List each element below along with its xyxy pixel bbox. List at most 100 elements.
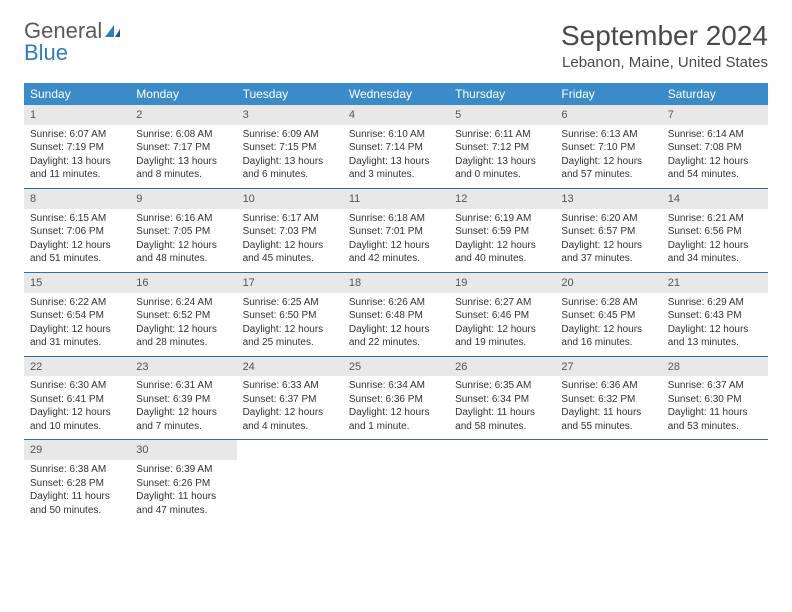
calendar-cell: 20Sunrise: 6:28 AMSunset: 6:45 PMDayligh…	[555, 273, 661, 356]
calendar-cell: 23Sunrise: 6:31 AMSunset: 6:39 PMDayligh…	[130, 357, 236, 440]
daylight-text: Daylight: 11 hours and 58 minutes.	[455, 406, 549, 433]
sunset-text: Sunset: 6:59 PM	[455, 225, 549, 239]
day-number: 27	[555, 357, 661, 377]
day-number: 24	[237, 357, 343, 377]
cell-body: Sunrise: 6:34 AMSunset: 6:36 PMDaylight:…	[343, 376, 449, 439]
daylight-text: Daylight: 12 hours and 22 minutes.	[349, 323, 443, 350]
calendar-cell	[555, 440, 661, 523]
calendar-cell: 10Sunrise: 6:17 AMSunset: 7:03 PMDayligh…	[237, 189, 343, 272]
sunrise-text: Sunrise: 6:39 AM	[136, 463, 230, 477]
weeks-container: 1Sunrise: 6:07 AMSunset: 7:19 PMDaylight…	[24, 105, 768, 523]
daylight-text: Daylight: 11 hours and 53 minutes.	[668, 406, 762, 433]
calendar-cell	[449, 440, 555, 523]
daylight-text: Daylight: 11 hours and 50 minutes.	[30, 490, 124, 517]
day-number: 13	[555, 189, 661, 209]
sunset-text: Sunset: 7:08 PM	[668, 141, 762, 155]
sunset-text: Sunset: 7:05 PM	[136, 225, 230, 239]
calendar-cell: 3 Sunrise: 6:09 AMSunset: 7:15 PMDaylight…	[237, 105, 343, 188]
sunrise-text: Sunrise: 6:07 AM	[30, 128, 124, 142]
sunrise-text: Sunrise: 6:31 AM	[136, 379, 230, 393]
cell-body: Sunrise: 6:37 AMSunset: 6:30 PMDaylight:…	[662, 376, 768, 439]
calendar-cell: 14Sunrise: 6:21 AMSunset: 6:56 PMDayligh…	[662, 189, 768, 272]
day-number: 14	[662, 189, 768, 209]
sunrise-text: Sunrise: 6:09 AM	[243, 128, 337, 142]
day-number: 5	[449, 105, 555, 125]
sunset-text: Sunset: 7:01 PM	[349, 225, 443, 239]
sunrise-text: Sunrise: 6:17 AM	[243, 212, 337, 226]
calendar-cell: 6Sunrise: 6:13 AMSunset: 7:10 PMDaylight…	[555, 105, 661, 188]
sunset-text: Sunset: 7:06 PM	[30, 225, 124, 239]
day-number: 6	[555, 105, 661, 125]
day-number: 28	[662, 357, 768, 377]
cell-body: Sunrise: 6:27 AMSunset: 6:46 PMDaylight:…	[449, 293, 555, 356]
cell-body: Sunrise: 6:24 AMSunset: 6:52 PMDaylight:…	[130, 293, 236, 356]
daylight-text: Daylight: 12 hours and 42 minutes.	[349, 239, 443, 266]
calendar-cell: 13Sunrise: 6:20 AMSunset: 6:57 PMDayligh…	[555, 189, 661, 272]
sunset-text: Sunset: 7:10 PM	[561, 141, 655, 155]
sunset-text: Sunset: 7:15 PM	[243, 141, 337, 155]
calendar-cell: 12Sunrise: 6:19 AMSunset: 6:59 PMDayligh…	[449, 189, 555, 272]
sunset-text: Sunset: 6:45 PM	[561, 309, 655, 323]
sunrise-text: Sunrise: 6:29 AM	[668, 296, 762, 310]
sunset-text: Sunset: 6:52 PM	[136, 309, 230, 323]
cell-body: Sunrise: 6:29 AMSunset: 6:43 PMDaylight:…	[662, 293, 768, 356]
cell-body: Sunrise: 6:07 AMSunset: 7:19 PMDaylight:…	[24, 125, 130, 188]
calendar-cell: 4Sunrise: 6:10 AMSunset: 7:14 PMDaylight…	[343, 105, 449, 188]
cell-body: Sunrise: 6:33 AMSunset: 6:37 PMDaylight:…	[237, 376, 343, 439]
daylight-text: Daylight: 12 hours and 34 minutes.	[668, 239, 762, 266]
sunrise-text: Sunrise: 6:10 AM	[349, 128, 443, 142]
day-number: 29	[24, 440, 130, 460]
sunset-text: Sunset: 6:39 PM	[136, 393, 230, 407]
day-header: Thursday	[449, 83, 555, 105]
sunset-text: Sunset: 6:43 PM	[668, 309, 762, 323]
daylight-text: Daylight: 12 hours and 25 minutes.	[243, 323, 337, 350]
daylight-text: Daylight: 12 hours and 4 minutes.	[243, 406, 337, 433]
sunrise-text: Sunrise: 6:28 AM	[561, 296, 655, 310]
calendar-cell: 2Sunrise: 6:08 AMSunset: 7:17 PMDaylight…	[130, 105, 236, 188]
sunset-text: Sunset: 6:37 PM	[243, 393, 337, 407]
sunrise-text: Sunrise: 6:14 AM	[668, 128, 762, 142]
logo-text-2: Blue	[24, 40, 68, 65]
cell-body: Sunrise: 6:36 AMSunset: 6:32 PMDaylight:…	[555, 376, 661, 439]
calendar-cell: 24Sunrise: 6:33 AMSunset: 6:37 PMDayligh…	[237, 357, 343, 440]
sunrise-text: Sunrise: 6:34 AM	[349, 379, 443, 393]
sunrise-text: Sunrise: 6:35 AM	[455, 379, 549, 393]
cell-body: Sunrise: 6:31 AMSunset: 6:39 PMDaylight:…	[130, 376, 236, 439]
cell-body: Sunrise: 6:10 AMSunset: 7:14 PMDaylight:…	[343, 125, 449, 188]
day-number: 3	[237, 105, 343, 125]
daylight-text: Daylight: 13 hours and 0 minutes.	[455, 155, 549, 182]
sunset-text: Sunset: 6:48 PM	[349, 309, 443, 323]
day-number: 1	[24, 105, 130, 125]
logo: General Blue	[24, 20, 122, 64]
daylight-text: Daylight: 11 hours and 55 minutes.	[561, 406, 655, 433]
calendar-cell: 1Sunrise: 6:07 AMSunset: 7:19 PMDaylight…	[24, 105, 130, 188]
month-title: September 2024	[561, 20, 768, 52]
daylight-text: Daylight: 13 hours and 11 minutes.	[30, 155, 124, 182]
sunrise-text: Sunrise: 6:38 AM	[30, 463, 124, 477]
daylight-text: Daylight: 13 hours and 6 minutes.	[243, 155, 337, 182]
day-number: 21	[662, 273, 768, 293]
day-number: 17	[237, 273, 343, 293]
cell-body: Sunrise: 6:11 AMSunset: 7:12 PMDaylight:…	[449, 125, 555, 188]
day-number: 26	[449, 357, 555, 377]
calendar-cell: 22Sunrise: 6:30 AMSunset: 6:41 PMDayligh…	[24, 357, 130, 440]
calendar-cell: 15Sunrise: 6:22 AMSunset: 6:54 PMDayligh…	[24, 273, 130, 356]
sunset-text: Sunset: 6:54 PM	[30, 309, 124, 323]
daylight-text: Daylight: 12 hours and 19 minutes.	[455, 323, 549, 350]
cell-body: Sunrise: 6:25 AMSunset: 6:50 PMDaylight:…	[237, 293, 343, 356]
day-header: Saturday	[662, 83, 768, 105]
sunset-text: Sunset: 6:32 PM	[561, 393, 655, 407]
sunset-text: Sunset: 6:46 PM	[455, 309, 549, 323]
cell-body: Sunrise: 6:39 AMSunset: 6:26 PMDaylight:…	[130, 460, 236, 523]
cell-body: Sunrise: 6:15 AMSunset: 7:06 PMDaylight:…	[24, 209, 130, 272]
cell-body: Sunrise: 6:08 AMSunset: 7:17 PMDaylight:…	[130, 125, 236, 188]
sunset-text: Sunset: 6:36 PM	[349, 393, 443, 407]
daylight-text: Daylight: 12 hours and 28 minutes.	[136, 323, 230, 350]
daylight-text: Daylight: 12 hours and 40 minutes.	[455, 239, 549, 266]
sunset-text: Sunset: 6:57 PM	[561, 225, 655, 239]
day-number: 9	[130, 189, 236, 209]
day-number: 18	[343, 273, 449, 293]
sunrise-text: Sunrise: 6:19 AM	[455, 212, 549, 226]
day-header: Friday	[555, 83, 661, 105]
sunrise-text: Sunrise: 6:36 AM	[561, 379, 655, 393]
